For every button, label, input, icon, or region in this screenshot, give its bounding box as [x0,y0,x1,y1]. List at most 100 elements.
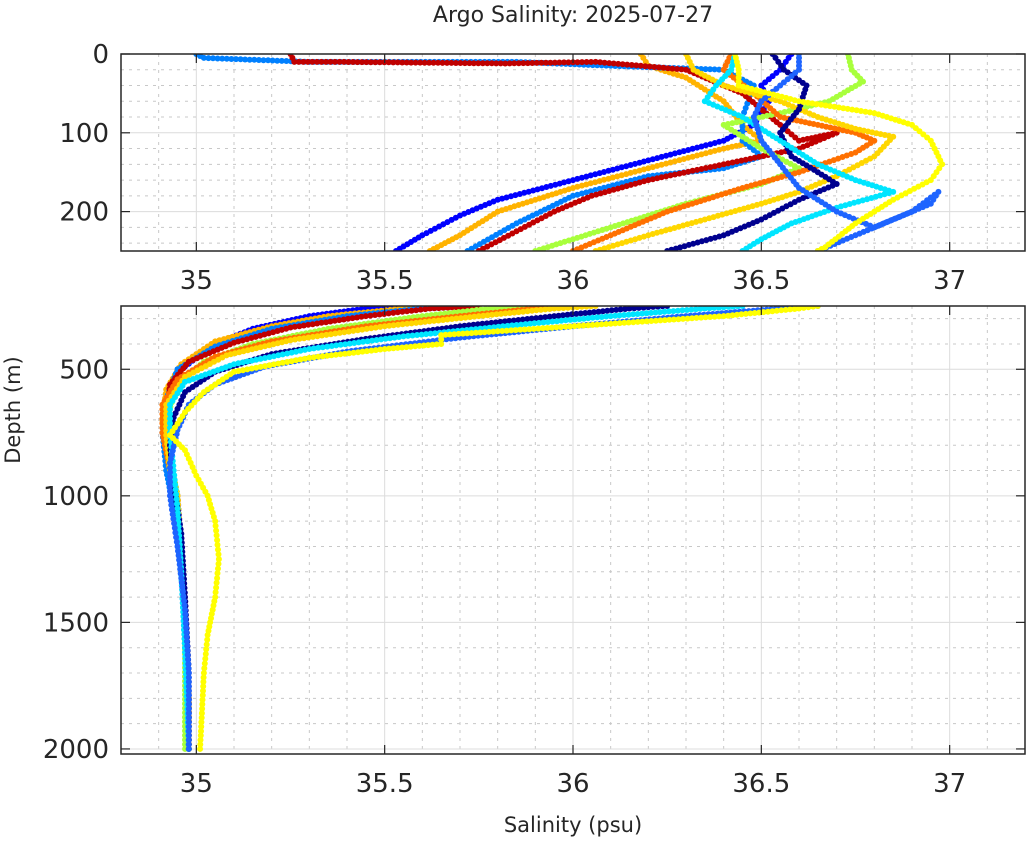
data-point [417,59,424,66]
data-point [636,167,643,174]
data-point [663,152,670,159]
data-point [291,58,298,65]
data-point [331,317,338,324]
data-point [548,324,555,331]
data-point [858,108,864,114]
data-point [197,745,204,752]
y-tick-label: 500 [59,355,109,385]
x-tick-label: 37 [933,769,966,799]
data-point [228,56,235,62]
data-point [336,58,343,65]
data-point [630,311,637,318]
data-point [181,597,187,604]
data-point [676,170,683,177]
data-point [420,342,427,349]
data-point [497,318,504,325]
data-point [720,306,727,311]
data-point [827,103,833,110]
data-point [425,342,432,349]
data-point [381,323,388,330]
data-point [435,306,442,312]
data-point [639,318,646,325]
data-point [643,310,650,317]
data-point [555,306,562,312]
data-point [475,313,482,320]
x-tick-label: 35.5 [356,769,414,799]
data-point [791,306,798,312]
data-point [502,60,509,67]
data-point [520,60,527,67]
data-point [337,351,344,358]
upper-panel: 35 35.5 36 36.5 37 0 100 200 [59,40,1026,296]
data-point [560,312,566,319]
data-point [526,326,533,333]
data-point [592,58,599,65]
data-point [443,336,450,343]
data-point [544,325,551,331]
data-point [592,187,599,193]
data-point [652,317,659,324]
data-point [711,306,718,311]
data-point [291,323,298,330]
y-tick-label: 200 [59,198,109,228]
data-point [198,714,205,721]
data-point [504,322,511,329]
data-point [720,137,727,144]
data-point [664,65,671,72]
data-point [617,306,624,313]
data-point [183,633,190,640]
data-point [185,692,192,699]
data-point [607,320,614,327]
data-point [171,520,178,527]
data-point [212,518,219,525]
data-point [390,345,397,352]
data-point [787,306,794,313]
data-point [597,246,603,251]
data-point [378,336,385,343]
series-profile-10 [750,54,942,251]
data-point [204,636,211,643]
data-point [177,570,184,577]
data-point [205,55,212,62]
data-point [660,64,667,71]
data-point [214,541,221,548]
data-point [466,314,473,321]
data-point [185,701,192,708]
data-point [650,306,656,310]
data-point [844,105,851,112]
data-point [625,319,632,326]
data-point [223,55,230,62]
data-point [167,415,173,422]
data-point [429,341,436,348]
data-point [725,312,732,319]
data-point [796,98,802,105]
data-point [519,316,526,323]
data-point [385,310,392,317]
data-point [185,710,192,717]
data-point [431,317,437,324]
data-point [359,326,366,333]
data-point [167,459,173,466]
data-point [633,62,640,69]
data-point [551,306,558,312]
data-point [301,335,307,342]
data-point [643,318,650,325]
data-point [185,656,191,663]
data-point [182,606,188,613]
data-point [359,348,366,355]
data-point [414,332,421,338]
series-profile-5 [532,54,866,251]
data-point [499,328,506,334]
data-point [511,309,518,316]
data-point [840,105,847,112]
data-point [300,322,307,329]
data-point [628,62,635,68]
data-point [328,343,335,349]
data-point [663,160,670,167]
series-profile-3 [159,306,471,752]
data-point [565,178,572,185]
data-point [578,174,585,181]
data-point [515,60,522,67]
data-point [640,306,647,311]
data-point [167,483,173,490]
